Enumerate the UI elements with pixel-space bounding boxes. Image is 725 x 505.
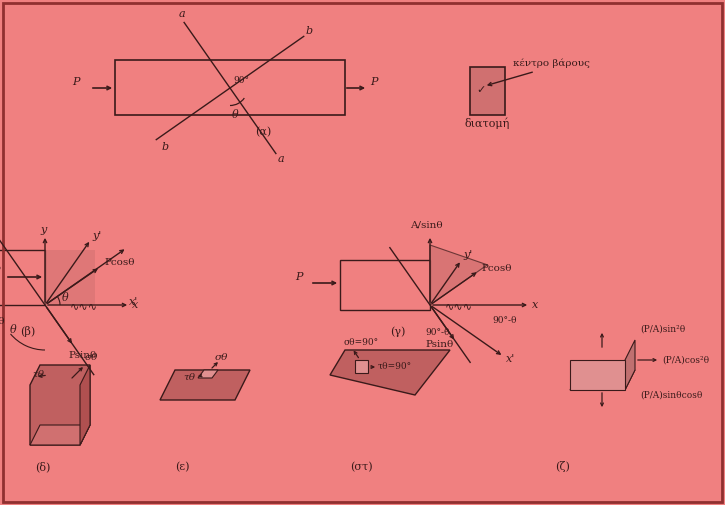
Polygon shape	[430, 245, 487, 305]
Text: y': y'	[93, 231, 102, 241]
Text: θ: θ	[62, 293, 69, 303]
Bar	[115, 60, 345, 115]
Text: τθ=90°: τθ=90°	[378, 362, 412, 371]
Text: Pcosθ: Pcosθ	[481, 264, 512, 273]
Text: A/sinθ: A/sinθ	[410, 220, 443, 229]
Text: Pcosθ: Pcosθ	[104, 258, 135, 267]
Text: A/cosθ: A/cosθ	[0, 316, 4, 325]
Text: θ: θ	[10, 325, 17, 335]
Polygon shape	[30, 425, 90, 445]
Text: τθ: τθ	[32, 370, 44, 379]
Text: (γ): (γ)	[390, 326, 405, 337]
Text: P: P	[295, 272, 302, 282]
Text: κέντρο βάρους: κέντρο βάρους	[513, 59, 590, 68]
Text: σθ=90°: σθ=90°	[344, 338, 379, 347]
Text: x': x'	[129, 297, 138, 307]
Text: (β): (β)	[20, 326, 36, 337]
Text: τθ: τθ	[183, 373, 195, 382]
Bar	[0, 250, 45, 305]
Text: (ε): (ε)	[175, 462, 189, 472]
Bar	[470, 67, 505, 115]
Polygon shape	[30, 365, 90, 445]
Bar	[45, 250, 95, 305]
Text: (ζ): (ζ)	[555, 461, 570, 472]
Polygon shape	[570, 370, 635, 390]
Text: x: x	[532, 300, 538, 310]
Text: y': y'	[463, 250, 473, 260]
Text: Psinθ: Psinθ	[426, 340, 454, 349]
Text: Psinθ: Psinθ	[69, 351, 97, 360]
Text: (P/A)sin²θ: (P/A)sin²θ	[640, 325, 685, 334]
Text: (α): (α)	[255, 127, 271, 137]
Polygon shape	[330, 350, 450, 395]
Text: b: b	[306, 26, 313, 36]
Text: σθ: σθ	[215, 353, 228, 362]
Text: 90°-θ: 90°-θ	[425, 328, 450, 337]
Text: (στ): (στ)	[350, 462, 373, 472]
Text: (P/A)sinθcosθ: (P/A)sinθcosθ	[640, 391, 703, 400]
Text: διατομή: διατομή	[465, 118, 510, 129]
Text: P: P	[72, 77, 80, 87]
Text: a: a	[179, 10, 186, 20]
Text: ∿∿∿: ∿∿∿	[70, 301, 98, 311]
Text: 90°: 90°	[233, 76, 249, 85]
Text: 90°-θ: 90°-θ	[492, 316, 516, 325]
Polygon shape	[160, 370, 250, 400]
Text: x': x'	[506, 354, 515, 364]
Text: ✓: ✓	[476, 85, 485, 95]
Text: θ: θ	[232, 110, 239, 120]
Polygon shape	[198, 370, 218, 378]
Text: b: b	[161, 141, 168, 152]
Text: (P/A)cos²θ: (P/A)cos²θ	[662, 356, 709, 365]
Polygon shape	[80, 365, 90, 445]
Polygon shape	[570, 360, 625, 390]
Text: (δ): (δ)	[35, 461, 50, 472]
Bar	[340, 260, 430, 310]
Text: σθ: σθ	[85, 353, 99, 362]
Text: ∿∿∿: ∿∿∿	[445, 301, 473, 311]
Text: P: P	[370, 77, 378, 87]
Text: x: x	[132, 300, 138, 310]
Polygon shape	[625, 340, 635, 390]
Text: a: a	[278, 154, 284, 164]
Polygon shape	[355, 360, 368, 373]
Text: y: y	[40, 225, 46, 235]
